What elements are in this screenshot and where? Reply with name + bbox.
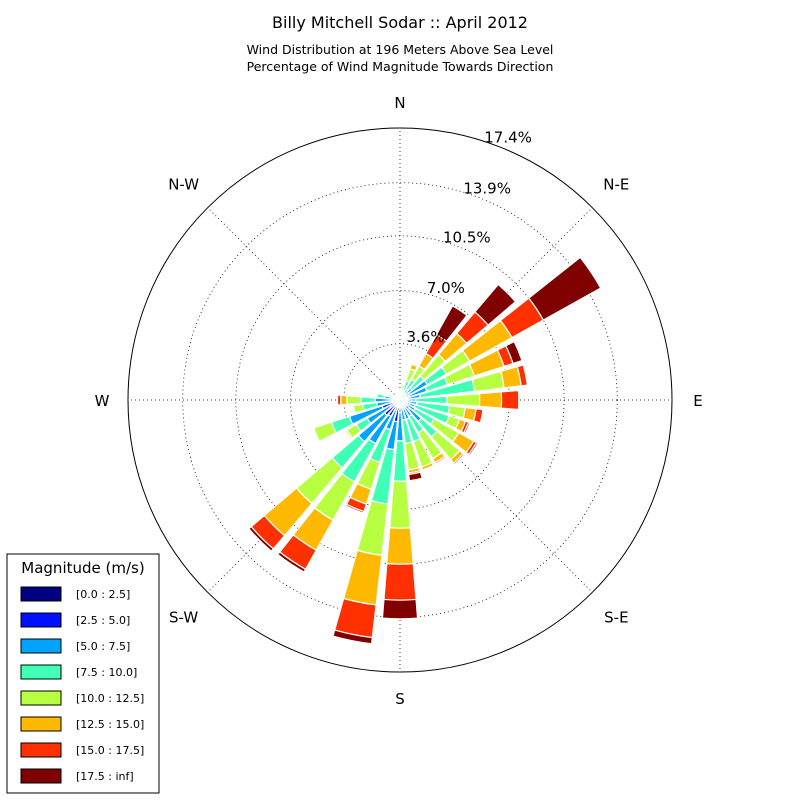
- wind-bar-segment: [396, 390, 400, 395]
- wind-bar-segment: [342, 549, 383, 606]
- direction-label: E: [693, 392, 702, 410]
- wind-bar-segment: [516, 364, 528, 387]
- wind-bar-segment: [312, 421, 337, 443]
- wind-bar-segment: [386, 527, 414, 565]
- direction-label: S: [395, 690, 405, 708]
- legend-swatch: [20, 690, 62, 706]
- wind-bar-segment: [346, 395, 362, 405]
- wind-bar-segment: [336, 394, 342, 406]
- legend-swatch: [20, 586, 62, 602]
- direction-label: N-E: [603, 176, 629, 194]
- wind-bar-segment: [467, 441, 479, 457]
- wind-bar-segment: [387, 393, 394, 399]
- legend-swatch: [20, 612, 62, 628]
- polar-grid-spoke: [399, 399, 593, 593]
- direction-label: N-W: [168, 176, 199, 194]
- wind-bar-segment: [389, 480, 411, 529]
- legend-swatch: [20, 664, 62, 680]
- radial-tick-label: 7.0%: [427, 279, 465, 297]
- wind-bar-segment: [383, 562, 417, 601]
- legend-swatch: [20, 716, 62, 732]
- wind-bar-segment: [376, 392, 386, 399]
- legend-label: [5.0 : 7.5]: [76, 640, 130, 653]
- wind-bar-segment: [345, 503, 365, 514]
- direction-labels: N N-E E S-E S S-W W N-W: [95, 94, 703, 708]
- wind-bar-segment: [421, 464, 435, 472]
- wind-bar-segment: [479, 409, 485, 424]
- legend-label: [7.5 : 10.0]: [76, 666, 137, 679]
- wind-bar-segment: [474, 283, 517, 326]
- polar-grid-spoke: [207, 207, 401, 401]
- legend-label: [0.0 : 2.5]: [76, 588, 130, 601]
- wind-bar-segment: [392, 394, 397, 399]
- radial-tick-label: 3.6%: [406, 328, 444, 346]
- wind-bar-segment: [504, 340, 523, 365]
- wind-bar-segment: [276, 551, 307, 573]
- wind-bar-segment: [500, 389, 520, 411]
- legend-swatch: [20, 742, 62, 758]
- wind-bar-segment: [344, 428, 354, 440]
- wind-bar-segment: [332, 629, 373, 645]
- direction-label: N: [394, 94, 405, 112]
- wind-bar-segment: [247, 525, 275, 553]
- radial-tick-label: 17.4%: [484, 129, 532, 147]
- legend-label: [2.5 : 5.0]: [76, 614, 130, 627]
- legend-label: [15.0 : 17.5]: [76, 744, 144, 757]
- direction-label: W: [95, 392, 110, 410]
- wind-bar-segment: [339, 394, 348, 406]
- legend-label: [17.5 : inf]: [76, 770, 134, 783]
- polar-outer-circle: [127, 127, 673, 673]
- wind-bar-segment: [360, 396, 376, 404]
- chart-title: Billy Mitchell Sodar :: April 2012: [272, 13, 528, 32]
- wind-bar-segment: [527, 256, 602, 321]
- direction-label: S-W: [169, 608, 198, 626]
- legend-swatch: [20, 768, 62, 784]
- chart-subtitle-line-2: Percentage of Wind Magnitude Towards Dir…: [247, 59, 554, 74]
- wind-bar-segment: [409, 363, 418, 372]
- legend-label: [12.5 : 15.0]: [76, 718, 144, 731]
- wind-bar-segment: [392, 439, 408, 482]
- legend-label: [10.0 : 12.5]: [76, 692, 144, 705]
- wind-bar-segment: [478, 391, 503, 409]
- wind-bar-segment: [408, 471, 423, 482]
- radial-tick-label: 10.5%: [443, 228, 491, 246]
- polar-grid-circle: [182, 182, 618, 618]
- wind-bar-segment: [446, 392, 481, 408]
- wind-bar-segment: [381, 598, 419, 620]
- chart-subtitle-line-1: Wind Distribution at 196 Meters Above Se…: [247, 42, 554, 57]
- legend-title: Magnitude (m/s): [21, 559, 144, 577]
- legend-swatch: [20, 638, 62, 654]
- wind-bar-segment: [352, 403, 365, 414]
- wind-bar-segment: [463, 421, 471, 435]
- wind-bars: [247, 256, 602, 645]
- wind-bar-segment: [452, 452, 466, 466]
- wind-bar-segment: [434, 455, 447, 465]
- legend: Magnitude (m/s) [0.0 : 2.5] [2.5 : 5.0] [5…: [6, 553, 160, 794]
- direction-label: S-E: [604, 608, 628, 626]
- radial-tick-labels: 3.6% 7.0% 10.5% 13.9% 17.4%: [406, 129, 531, 346]
- wind-bar-segment: [435, 304, 468, 342]
- radial-tick-label: 13.9%: [463, 179, 511, 197]
